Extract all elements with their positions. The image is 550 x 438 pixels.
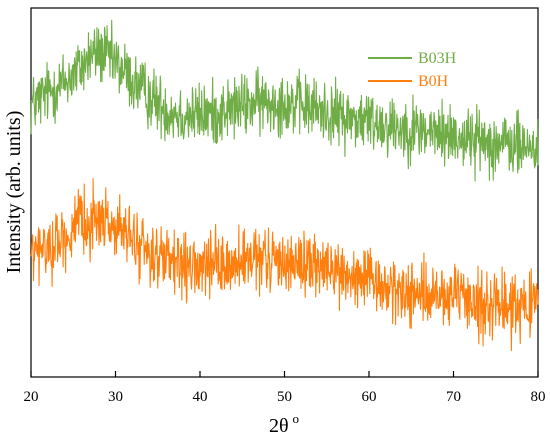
x-tick-label: 60: [362, 389, 377, 405]
series-line-b0h: [30, 178, 539, 352]
x-tick-label: 80: [531, 389, 546, 405]
x-tick-label: 30: [108, 389, 123, 405]
x-axis: 20 30 40 50 60 70 80: [24, 371, 546, 405]
legend-label-b0h: B0H: [418, 73, 449, 90]
x-axis-title-main: 2θ: [269, 415, 289, 437]
y-axis-title: Intensity (arb. units): [3, 111, 25, 274]
legend-label-b03h: B03H: [418, 50, 457, 67]
x-axis-title: 2θ o: [269, 411, 299, 437]
legend: B03H B0H: [368, 50, 457, 90]
x-tick-label: 40: [193, 389, 208, 405]
series-line-b03h: [30, 19, 539, 182]
x-axis-title-superscript: o: [293, 411, 300, 426]
x-tick-label: 70: [446, 389, 461, 405]
x-tick-label: 20: [24, 389, 39, 405]
x-tick-label: 50: [277, 389, 292, 405]
plot-frame: [30, 7, 539, 378]
series-layer: [30, 19, 539, 352]
